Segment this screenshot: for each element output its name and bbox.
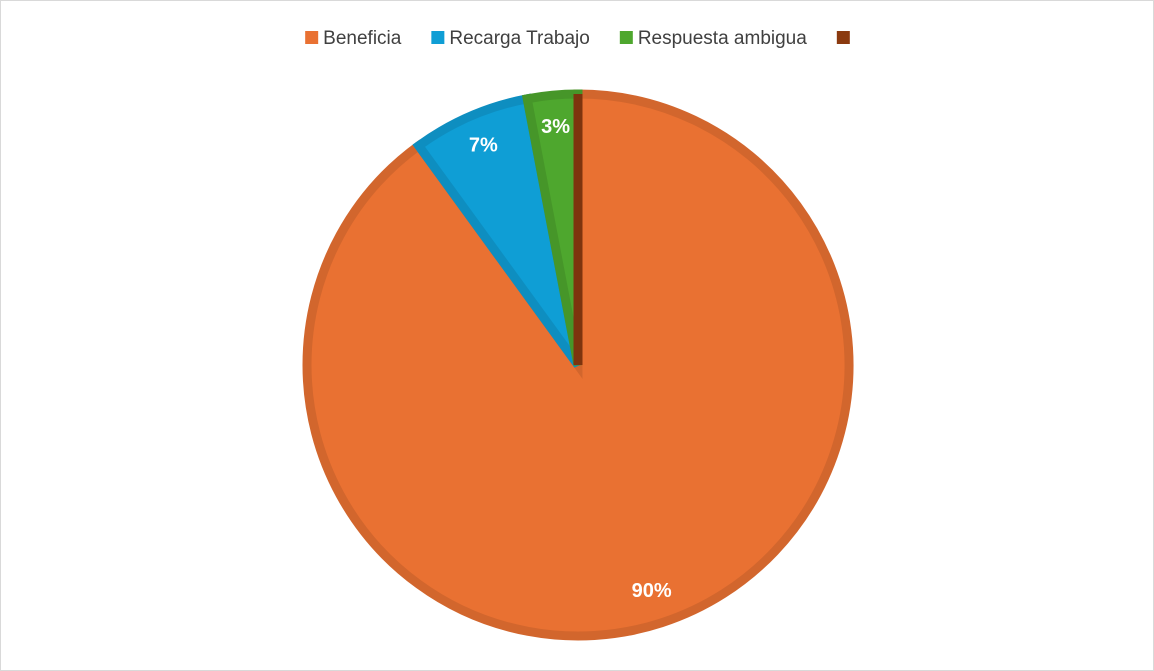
legend-label: Recarga Trabajo xyxy=(449,28,589,49)
data-label: 3% xyxy=(541,116,570,138)
data-label: 7% xyxy=(469,134,498,156)
legend-label: Beneficia xyxy=(323,28,402,49)
legend-label: Respuesta ambigua xyxy=(638,28,807,49)
legend-swatch xyxy=(305,31,319,44)
data-label: 90% xyxy=(632,580,672,602)
legend-swatch xyxy=(619,31,633,44)
legend-swatch xyxy=(836,31,850,44)
legend-swatch xyxy=(431,31,445,44)
legend: Beneficia Recarga Trabajo Respuesta ambigu… xyxy=(305,28,850,49)
